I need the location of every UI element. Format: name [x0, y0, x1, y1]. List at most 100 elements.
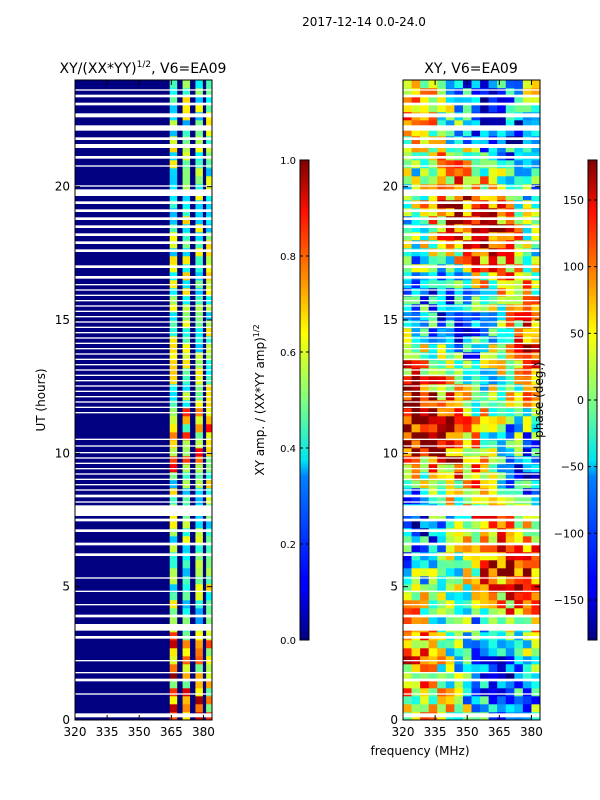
heat-cell — [531, 544, 540, 553]
ratio-ytick-label: 10 — [55, 446, 70, 460]
heat-cell — [420, 528, 429, 537]
heat-cell — [497, 216, 507, 225]
heat-cell — [480, 488, 489, 497]
heat-cell — [195, 456, 203, 465]
heat-cell — [169, 680, 178, 689]
heat-cell — [420, 168, 429, 177]
heat-cell — [420, 88, 429, 97]
heat-cell — [169, 256, 178, 265]
heat-cell — [454, 424, 464, 433]
heat-cell — [488, 224, 498, 233]
heat-cell — [471, 352, 481, 361]
heat-cell — [531, 80, 540, 89]
heat-cell — [195, 608, 203, 617]
flagged-band — [403, 489, 540, 491]
heat-cell — [454, 104, 464, 113]
heat-cell — [497, 240, 507, 249]
heat-cell — [169, 576, 178, 585]
heat-cell — [195, 232, 203, 241]
heat-cell — [514, 568, 524, 577]
heat-cell — [531, 704, 540, 713]
heat-cell — [454, 184, 464, 193]
flagged-band — [403, 342, 540, 344]
heat-cell — [169, 232, 178, 241]
flagged-band — [75, 249, 212, 252]
heat-cell — [403, 400, 412, 409]
heat-cell — [403, 680, 412, 689]
heat-cell — [480, 704, 489, 713]
flagged-band — [75, 305, 212, 307]
heat-cell — [531, 120, 540, 129]
heat-cell — [169, 248, 178, 257]
heat-cell — [462, 472, 472, 481]
heat-cell — [480, 352, 489, 361]
heat-cell — [514, 496, 524, 505]
heat-cell — [471, 512, 481, 521]
heat-cell — [411, 520, 421, 529]
heat-cell — [462, 248, 472, 257]
heat-cell — [471, 160, 481, 169]
heat-cell — [462, 288, 472, 297]
flagged-band — [75, 390, 212, 392]
heat-cell — [403, 688, 412, 697]
colorbar-phase-tick-label: −100 — [554, 527, 584, 540]
heat-cell — [445, 184, 455, 193]
flagged-band — [75, 156, 212, 159]
heat-cell — [428, 704, 438, 713]
heat-cell — [514, 144, 524, 153]
heat-cell — [420, 616, 429, 625]
heat-cell — [420, 264, 429, 273]
heat-cell — [437, 560, 447, 569]
heat-cell — [403, 96, 412, 105]
heat-cell — [514, 88, 524, 97]
heat-cell — [437, 264, 447, 273]
heat-cell — [169, 240, 178, 249]
heat-cell — [514, 352, 524, 361]
heat-cell — [420, 664, 429, 673]
heat-cell — [169, 304, 178, 313]
heat-cell — [206, 400, 212, 409]
heat-cell — [428, 512, 438, 521]
heat-cell — [169, 160, 178, 169]
heat-cell — [462, 184, 472, 193]
heat-cell — [462, 640, 472, 649]
panel-ratio-title-exp: 1/2 — [137, 60, 151, 70]
heat-cell — [480, 224, 489, 233]
flagged-band — [403, 385, 540, 387]
heat-cell — [497, 176, 507, 185]
heat-cell — [505, 208, 515, 217]
heat-cell — [411, 248, 421, 257]
heat-cell — [505, 640, 515, 649]
flagged-band — [403, 452, 540, 454]
heat-cell — [195, 616, 203, 625]
heat-cell — [182, 560, 191, 569]
heat-cell — [437, 368, 447, 377]
heat-cell — [531, 688, 540, 697]
flagged-band — [403, 553, 540, 556]
heat-cell — [531, 568, 540, 577]
heat-cell — [514, 472, 524, 481]
heat-cell — [514, 536, 524, 545]
heat-cell — [169, 568, 178, 577]
colorbar-ratio: 0.0 0.2 0.4 0.6 0.8 1.0 XY amp. / (XX*YY amp)… — [252, 156, 310, 647]
heat-cell — [169, 592, 178, 601]
heat-cell — [488, 696, 498, 705]
heat-cell — [471, 416, 481, 425]
heat-cell — [480, 264, 489, 273]
heat-cell — [488, 680, 498, 689]
colorbar-phase-tick-label: 50 — [570, 327, 584, 340]
heat-cell — [505, 320, 515, 329]
heat-cell — [445, 696, 455, 705]
heat-cell — [428, 640, 438, 649]
heat-cell — [522, 432, 532, 441]
heat-cell — [169, 96, 178, 105]
heat-cell — [522, 168, 532, 177]
heat-cell — [206, 216, 212, 225]
flagged-band — [403, 462, 540, 464]
flagged-band — [403, 678, 540, 682]
panel-ratio-y-axis: 0 5 10 15 20 — [55, 180, 212, 727]
heat-cell — [428, 456, 438, 465]
heat-cell — [454, 680, 464, 689]
heat-cell — [437, 472, 447, 481]
heat-cell — [505, 184, 515, 193]
